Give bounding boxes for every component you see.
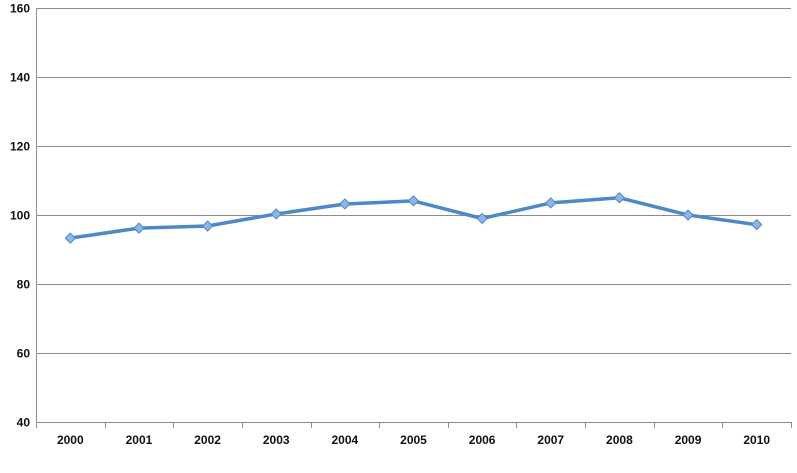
axes bbox=[36, 8, 792, 428]
y-tick-label: 140 bbox=[10, 71, 30, 85]
y-tick-labels: 40 60 80 100 120 140 160 bbox=[10, 2, 30, 430]
x-tick-label: 2008 bbox=[606, 433, 633, 447]
x-tick-label: 2002 bbox=[194, 433, 221, 447]
y-tick-label: 40 bbox=[17, 416, 31, 430]
data-point-marker bbox=[613, 192, 626, 204]
data-point-marker bbox=[545, 197, 557, 209]
x-tick-label: 2000 bbox=[57, 433, 84, 447]
data-point-marker bbox=[407, 195, 420, 207]
data-point-marker bbox=[750, 218, 763, 231]
x-tick-label: 2001 bbox=[126, 433, 153, 447]
x-tick-label: 2010 bbox=[743, 433, 770, 447]
data-point-marker bbox=[270, 208, 282, 220]
y-tick-label: 160 bbox=[10, 2, 30, 16]
data-point-marker bbox=[339, 198, 351, 210]
data-point-marker bbox=[64, 232, 77, 244]
data-point-marker bbox=[476, 212, 488, 225]
gridlines bbox=[36, 8, 791, 423]
x-tick-label: 2004 bbox=[332, 433, 359, 447]
y-tick-label: 100 bbox=[10, 209, 30, 223]
x-tick-label: 2005 bbox=[400, 433, 427, 447]
x-tick-label: 2006 bbox=[469, 433, 496, 447]
y-tick-label: 120 bbox=[10, 140, 30, 154]
x-tick-labels: 2000 2001 2002 2003 2004 2005 2006 2007 2008 2009… bbox=[57, 433, 770, 447]
data-markers bbox=[64, 192, 763, 244]
data-point-marker bbox=[682, 209, 694, 221]
x-tick-label: 2009 bbox=[675, 433, 702, 447]
y-tick-label: 60 bbox=[17, 347, 31, 361]
x-tick-label: 2007 bbox=[537, 433, 564, 447]
data-point-marker bbox=[133, 222, 145, 234]
x-tick-label: 2003 bbox=[263, 433, 290, 447]
y-tick-label: 80 bbox=[17, 278, 31, 292]
data-point-marker bbox=[201, 220, 214, 232]
